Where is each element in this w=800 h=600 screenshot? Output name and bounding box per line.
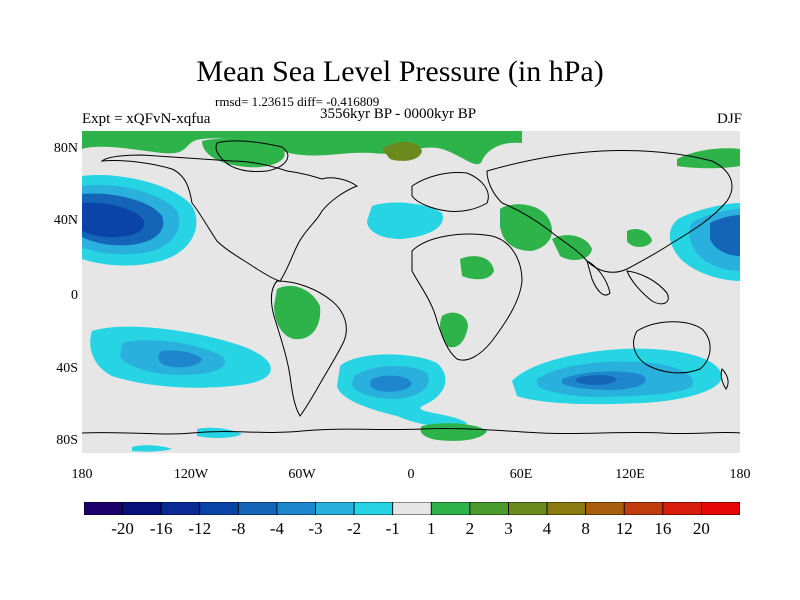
- colorbar-tick-label: -3: [308, 519, 323, 538]
- stats-text: rmsd= 1.23615 diff= -0.416809: [215, 94, 380, 109]
- new-zealand-coast: [720, 368, 729, 390]
- south-america-high: [274, 285, 321, 340]
- pressure-map: [82, 131, 740, 453]
- antarctic-low-1: [197, 427, 242, 439]
- arctic-high: [82, 131, 522, 165]
- lat-label-0: 0: [71, 288, 78, 303]
- colorbar-swatch: [430, 502, 471, 515]
- north-pacific-low-center: [82, 202, 145, 237]
- lon-label-60w: 60W: [288, 467, 316, 482]
- asia-coast: [486, 149, 733, 273]
- colorbar-swatch: [160, 502, 201, 515]
- colorbar-swatch: [701, 502, 740, 515]
- colorbar-swatch: [122, 502, 162, 515]
- colorbar-tick-label: -1: [385, 519, 400, 538]
- experiment-label: Expt = xQFvN-xqfua: [82, 111, 211, 127]
- lon-label-120w: 120W: [173, 467, 209, 482]
- north-america-coast: [100, 154, 359, 282]
- colorbar-tick-label: -4: [269, 519, 285, 538]
- colorbar-swatch: [353, 502, 394, 515]
- lat-label-80n: 80N: [53, 141, 78, 156]
- lon-label-180-left: 180: [71, 467, 93, 482]
- period-label: 3556kyr BP - 0000kyr BP: [320, 106, 477, 122]
- colorbar-swatch: [392, 502, 432, 515]
- season-label: DJF: [716, 111, 742, 127]
- colorbar-swatch: [623, 502, 664, 515]
- colorbar-tick-label: -16: [149, 519, 173, 538]
- colorbar-tick-label: -20: [111, 519, 134, 538]
- colorbar-tick-label: 12: [615, 519, 633, 538]
- indian-ocean-low-center: [575, 375, 617, 385]
- coastlines: [82, 140, 740, 435]
- colorbar-swatch: [469, 502, 509, 515]
- lon-label-120e: 120E: [615, 467, 645, 482]
- north-atlantic-low: [367, 202, 443, 239]
- lon-label-60e: 60E: [509, 467, 533, 482]
- colorbar-swatch: [237, 502, 278, 515]
- greenland-coast: [215, 140, 289, 172]
- colorbar-tick-label: 20: [692, 519, 710, 538]
- lon-label-180-right: 180: [729, 467, 751, 482]
- colorbar: [84, 502, 740, 515]
- east-pacific-low-core: [710, 215, 740, 256]
- africa-high: [460, 256, 494, 280]
- east-arctic-high: [677, 148, 740, 169]
- south-america-coast: [270, 280, 347, 417]
- arctic-high-core: [382, 141, 422, 161]
- colorbar-swatch: [662, 502, 702, 515]
- europe-high: [500, 204, 552, 251]
- australia-coast: [633, 321, 711, 374]
- negative-anomaly-regions: [82, 175, 740, 452]
- antarctic-high: [420, 423, 487, 441]
- lat-label-40n: 40N: [53, 213, 78, 228]
- africa-coast: [411, 233, 523, 361]
- southern-africa-high: [439, 312, 468, 348]
- europe-coast: [411, 172, 489, 212]
- lon-label-0: 0: [407, 467, 415, 482]
- positive-anomaly-regions: [82, 131, 740, 441]
- colorbar-tick-label: 1: [427, 519, 436, 538]
- colorbar-tick-label: 16: [654, 519, 672, 538]
- lat-label-40s: 40S: [56, 361, 78, 376]
- asia-high: [627, 229, 652, 247]
- antarctica-coast: [82, 427, 740, 435]
- colorbar-tick-label: 2: [465, 519, 475, 538]
- south-atlantic-low-center: [370, 375, 412, 392]
- colorbar-tick-label: 4: [542, 519, 552, 538]
- colorbar-tick-label: 3: [504, 519, 513, 538]
- chart-title: Mean Sea Level Pressure (in hPa): [196, 55, 604, 88]
- colorbar-swatch: [508, 502, 548, 515]
- colorbar-tick-label: -8: [231, 519, 246, 538]
- south-pacific-low-center: [158, 350, 202, 368]
- colorbar-swatch: [546, 502, 587, 515]
- southeast-asia-coast: [626, 270, 669, 305]
- india-coast: [586, 260, 611, 296]
- colorbar-tick-label: 8: [581, 519, 590, 538]
- lat-label-80s: 80S: [56, 433, 78, 448]
- colorbar-swatch: [276, 502, 316, 515]
- colorbar-swatch: [84, 502, 123, 515]
- colorbar-swatch: [585, 502, 625, 515]
- colorbar-swatch: [315, 502, 355, 515]
- colorbar-tick-label: -2: [347, 519, 362, 538]
- antarctic-low-2: [132, 445, 172, 452]
- colorbar-tick-label: -12: [188, 519, 212, 538]
- colorbar-swatch: [199, 502, 239, 515]
